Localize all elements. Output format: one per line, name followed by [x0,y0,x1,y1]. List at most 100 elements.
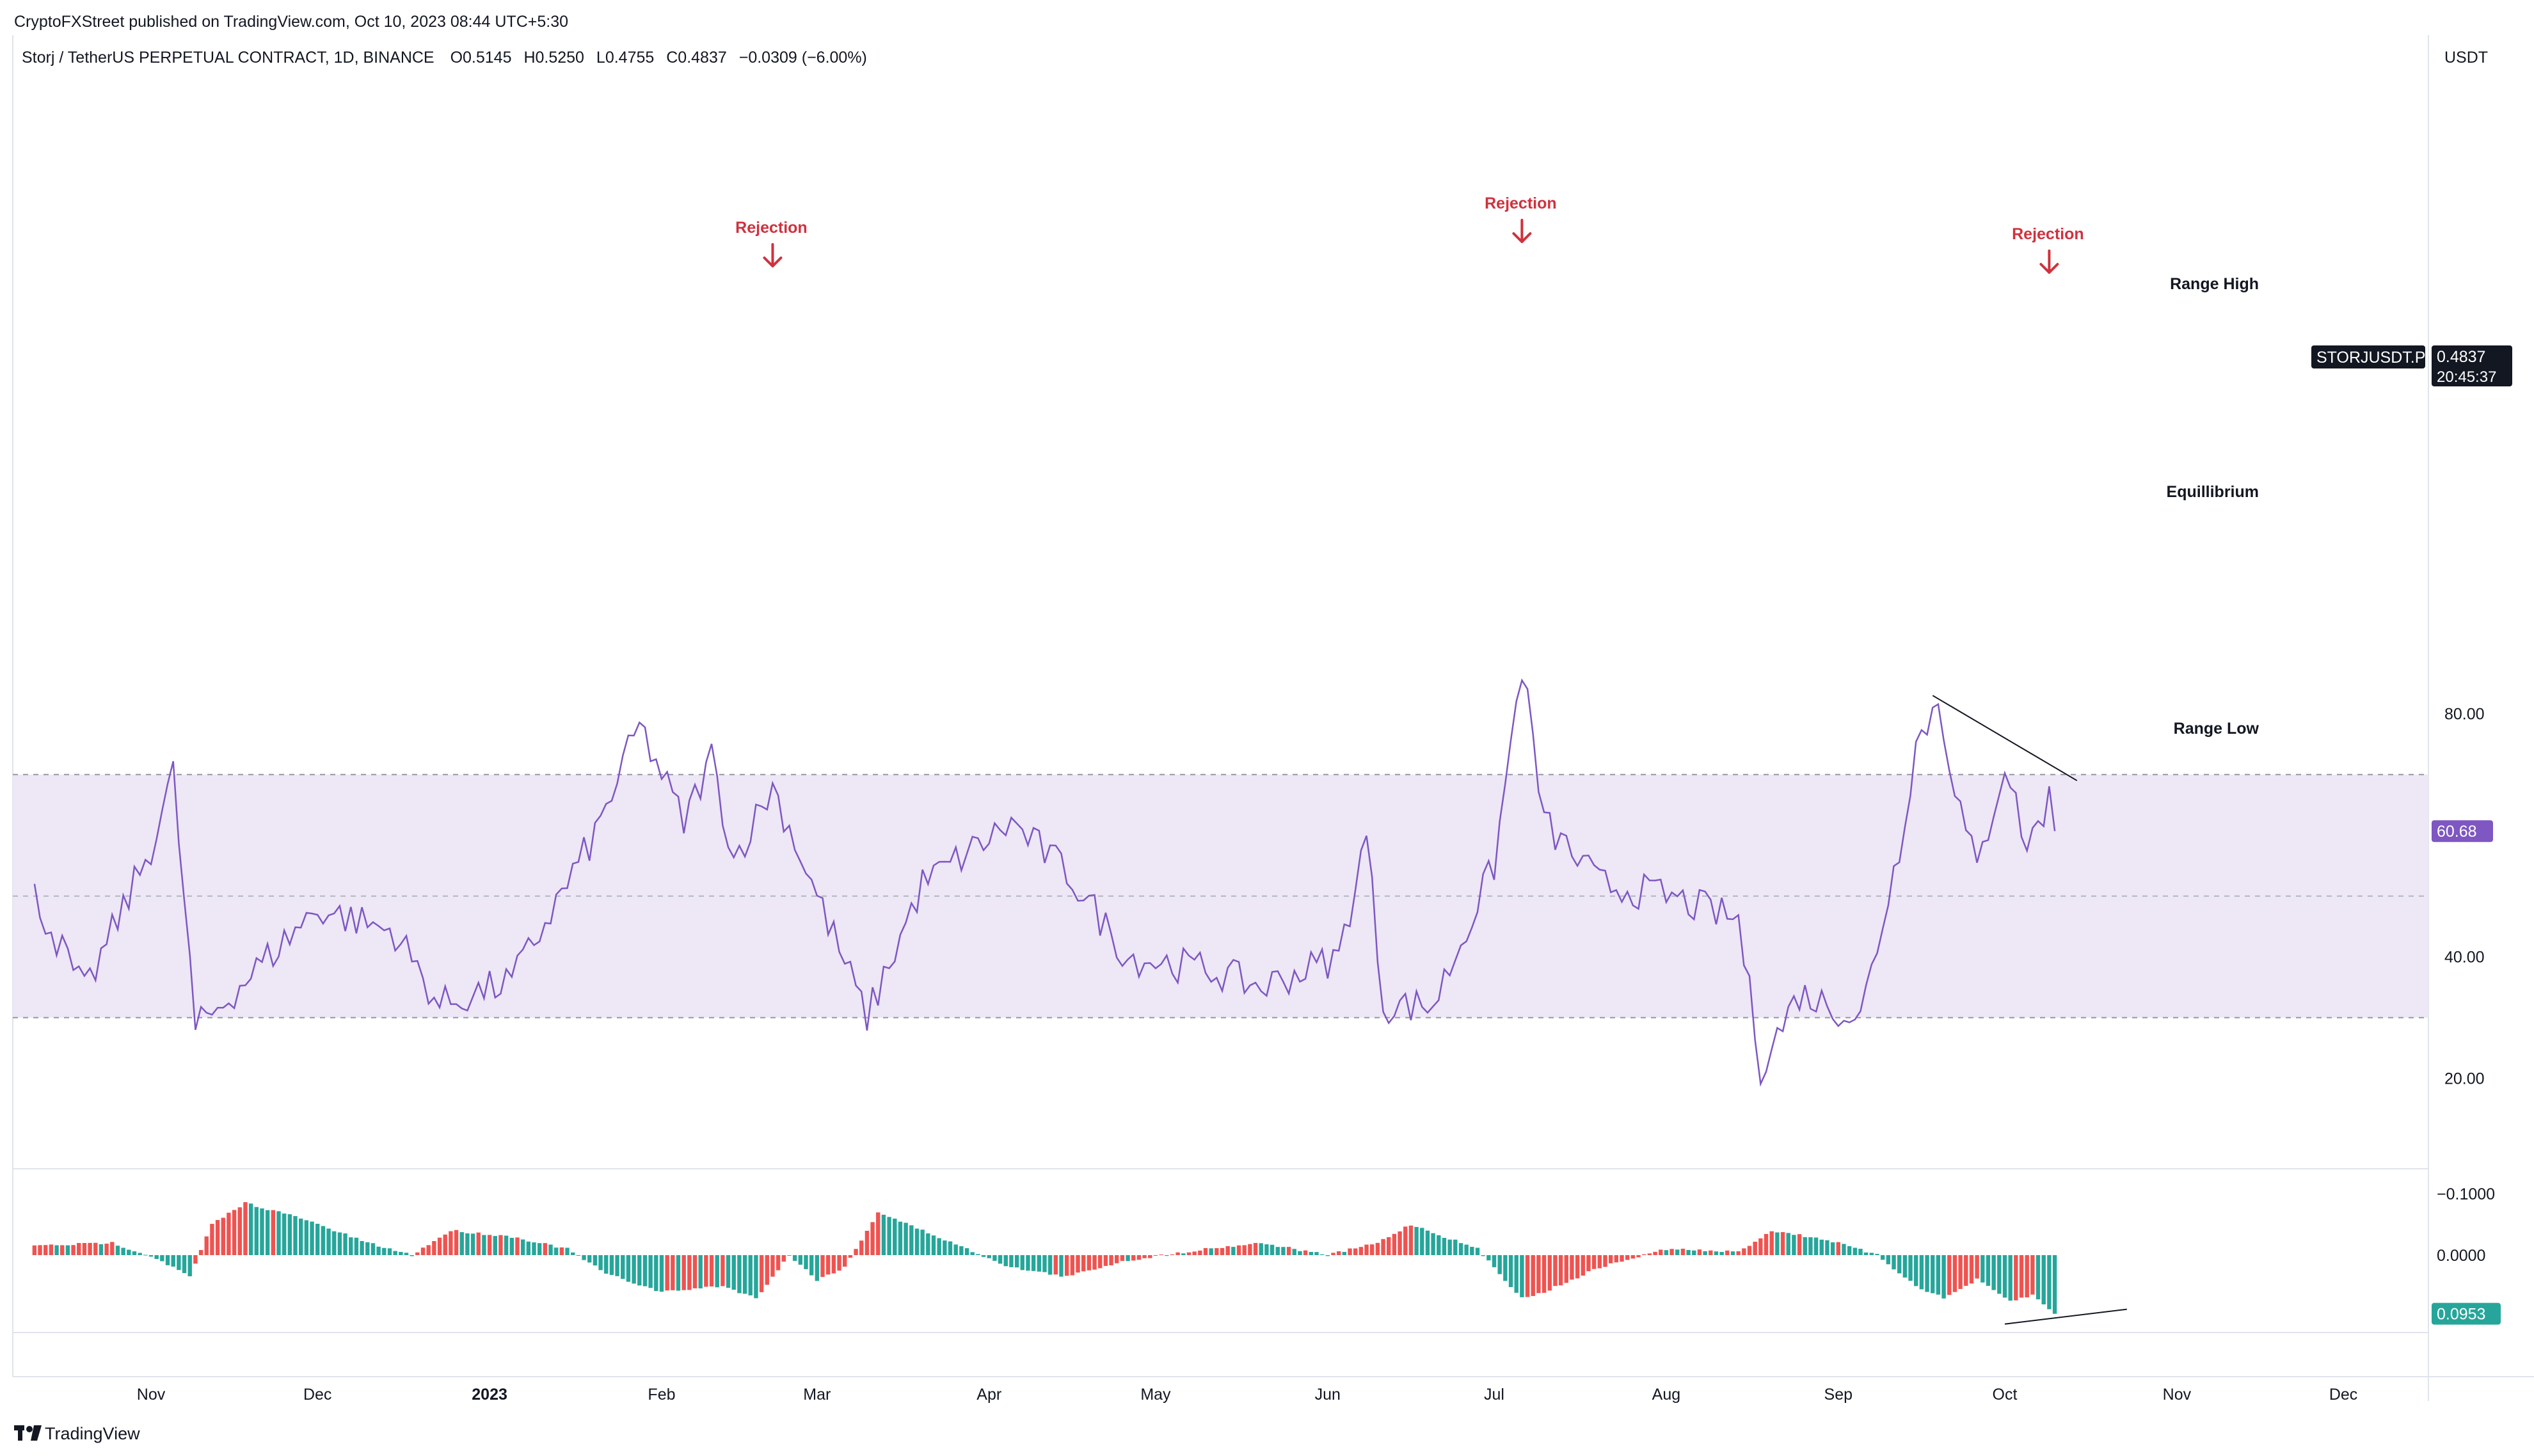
bar-countdown: 20:45:37 [2437,368,2496,386]
histogram-bar [887,1217,891,1255]
price-axis[interactable]: USDT 0.75000.70000.65000.61000.57000.530… [2437,0,2495,1265]
histogram-bar [1914,1255,1918,1286]
ohlc-high: H0.5250 [523,49,584,67]
histogram-bar [127,1249,131,1255]
histogram-bar [1980,1255,1985,1283]
histogram-bar [1692,1250,1696,1255]
histogram-bar [987,1255,991,1258]
histogram-bar [415,1252,420,1255]
histogram-bar [1003,1255,1008,1267]
time-tick: Dec [2329,1386,2357,1404]
histogram-bar [1786,1233,1790,1255]
histogram-bar [831,1255,836,1274]
histogram-bar [1286,1247,1291,1255]
histogram-bar [1919,1255,1924,1290]
histogram-bar [1325,1255,1330,1256]
histogram-bar [1115,1255,1119,1263]
ohlc-change: −0.0309 (−6.00%) [739,49,867,67]
histogram-bar [926,1233,930,1255]
arrow-down-icon [1512,219,1532,243]
histogram-bar [254,1207,259,1255]
symbol-title: Storj / TetherUS PERPETUAL CONTRACT, 1D,… [22,49,434,67]
histogram-bar [1081,1255,1086,1272]
price-pane[interactable]: Range High Equillibrium Range Low Reject… [13,0,2428,738]
histogram-bar [1236,1245,1241,1255]
histogram-bar [820,1255,825,1278]
histogram-bar [1353,1248,1358,1255]
histogram-bar [587,1255,592,1263]
histogram-bar [1458,1243,1463,1255]
histogram-bar [709,1255,714,1286]
histogram-bar [715,1255,719,1288]
histogram-bar [399,1251,403,1255]
histogram-bar [1830,1242,1835,1255]
histogram-bar [726,1255,731,1288]
histogram-bar [410,1255,414,1256]
histogram-bar [1813,1237,1819,1255]
histogram-bar [1792,1235,1796,1255]
histogram-bar [493,1236,497,1255]
histogram-bar [93,1242,98,1255]
footer-brand[interactable]: TradingView [14,1424,140,1443]
price-badges: STORJUSDT.P0.483720:45:370.33110.241260.… [2311,345,2512,1325]
symbol-badge: STORJUSDT.P [2316,349,2425,367]
time-tick: Jun [1315,1386,1341,1404]
histogram-bar [1797,1234,1802,1255]
histogram-pane[interactable] [32,1202,2127,1325]
histogram-bar [1165,1255,1169,1256]
histogram-bar [1470,1247,1474,1255]
histogram-bar [648,1255,653,1288]
histogram-bar [765,1255,769,1285]
histogram-bar [876,1212,881,1255]
histogram-bar [1186,1252,1191,1255]
histogram-bar [1492,1255,1497,1267]
histogram-bar [2047,1255,2052,1310]
histogram-bar [1381,1238,1385,1255]
histogram-bar [465,1233,470,1255]
trendline-rsi[interactable] [1932,695,2078,782]
histogram-bar [1947,1255,1952,1295]
histogram-bar [1231,1247,1236,1255]
time-tick: May [1140,1386,1171,1404]
rsi-pane[interactable] [13,678,2428,1087]
histogram-bar [1653,1251,1657,1255]
time-axis[interactable]: Nov Dec 2023 Feb Mar Apr May Jun Jul Aug Sep Oct Nov… [137,1386,2358,1404]
histogram-bar [337,1232,342,1255]
histogram-bar [138,1253,142,1255]
histogram-bar [759,1255,764,1292]
histogram-bar [1309,1251,1313,1255]
histogram-bar [1175,1252,1180,1255]
histogram-bar [843,1255,847,1267]
histogram-bar [1547,1255,1552,1291]
time-tick: Dec [303,1386,331,1404]
histogram-bar [593,1255,598,1266]
histogram-bar [1969,1255,1974,1284]
histogram-bar [559,1247,564,1255]
histogram-bar [976,1254,980,1255]
histogram-bar [848,1255,853,1258]
histogram-value-badge: 0.0953 [2437,1306,2485,1324]
histogram-bar [1026,1255,1030,1271]
histogram-bar [1331,1253,1335,1255]
histogram-bars [32,1202,2057,1314]
histogram-bar [1508,1255,1513,1287]
histogram-bar [2008,1255,2012,1301]
histogram-bar [1925,1255,1929,1292]
histogram-bar [770,1255,775,1277]
histogram-bar [1203,1247,1208,1255]
histogram-bar [893,1218,897,1255]
histogram-bar [1908,1255,1913,1281]
histogram-tick: 0.0000 [2437,1247,2485,1265]
histogram-bar [287,1214,292,1255]
histogram-bar [1620,1255,1624,1262]
histogram-bar [1892,1255,1896,1270]
histogram-bar [526,1241,531,1255]
trendline-histogram[interactable] [2004,1308,2127,1325]
histogram-bar [1520,1255,1524,1297]
histogram-bar [1120,1255,1125,1262]
histogram-bar [943,1240,947,1255]
histogram-bar [1503,1255,1508,1281]
time-tick: Jul [1484,1386,1504,1404]
histogram-bar [204,1236,209,1255]
